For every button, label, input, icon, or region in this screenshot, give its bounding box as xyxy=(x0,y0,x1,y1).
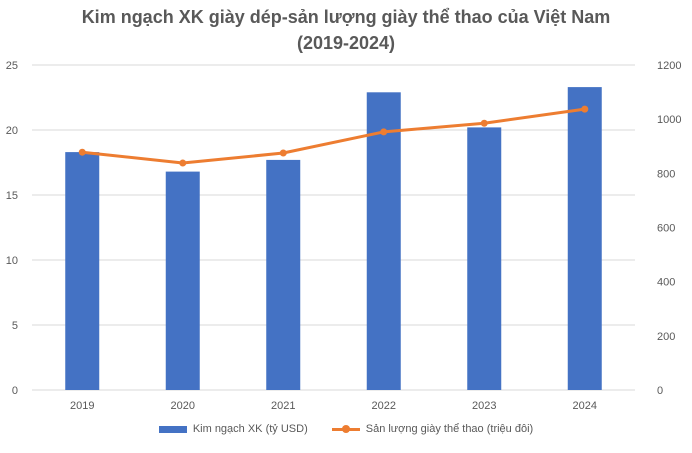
bar xyxy=(165,171,200,390)
legend-item-bar: Kim ngạch XK (tỷ USD) xyxy=(158,423,308,435)
line-point xyxy=(78,148,86,156)
x-tick-label: 2024 xyxy=(573,400,597,412)
y-right-tick-label: 600 xyxy=(657,223,675,235)
x-tick-label: 2020 xyxy=(171,400,195,412)
x-tick-label: 2022 xyxy=(372,400,396,412)
y-right-tick-label: 0 xyxy=(657,385,663,397)
y-left-tick-label: 10 xyxy=(6,255,18,267)
legend-line-label: Sản lượng giày thể thao (triệu đôi) xyxy=(365,423,534,435)
line-point xyxy=(581,105,589,113)
bar xyxy=(567,87,602,390)
legend-line-swatch xyxy=(331,424,360,434)
y-left-tick-label: 20 xyxy=(6,125,18,137)
line-series xyxy=(82,107,585,165)
chart-title: Kim ngạch XK giày dép-sản lượng giày thể… xyxy=(0,4,692,56)
line-point xyxy=(480,119,488,127)
y-left-tick-label: 0 xyxy=(12,385,18,397)
x-tick-label: 2021 xyxy=(271,400,295,412)
y-right-tick-label: 800 xyxy=(657,168,675,180)
bar xyxy=(266,159,301,390)
legend-bar-label: Kim ngạch XK (tỷ USD) xyxy=(192,423,308,435)
x-tick-label: 2023 xyxy=(472,400,496,412)
y-left-tick-label: 25 xyxy=(6,60,18,72)
y-right-tick-label: 400 xyxy=(657,277,675,289)
y-right-tick-label: 1200 xyxy=(657,60,681,72)
bar xyxy=(467,127,502,391)
y-left-tick-label: 5 xyxy=(12,320,18,332)
y-right-tick-label: 200 xyxy=(657,331,675,343)
chart-title-line-2: (2019-2024) xyxy=(296,33,396,53)
line-point xyxy=(279,149,287,157)
y-right-tick-label: 1000 xyxy=(657,114,681,126)
line-point xyxy=(179,159,187,167)
chart-legend: Kim ngạch XK (tỷ USD) Sản lượng giày thể… xyxy=(0,423,692,435)
line-point xyxy=(380,128,388,136)
y-left-tick-label: 15 xyxy=(6,190,18,202)
bar xyxy=(65,152,100,390)
x-tick-label: 2019 xyxy=(70,400,94,412)
bar xyxy=(366,92,401,391)
legend-bar-swatch xyxy=(158,425,187,433)
chart-title-line-1: Kim ngạch XK giày dép-sản lượng giày thể… xyxy=(81,7,611,27)
legend-item-line: Sản lượng giày thể thao (triệu đôi) xyxy=(331,423,534,435)
